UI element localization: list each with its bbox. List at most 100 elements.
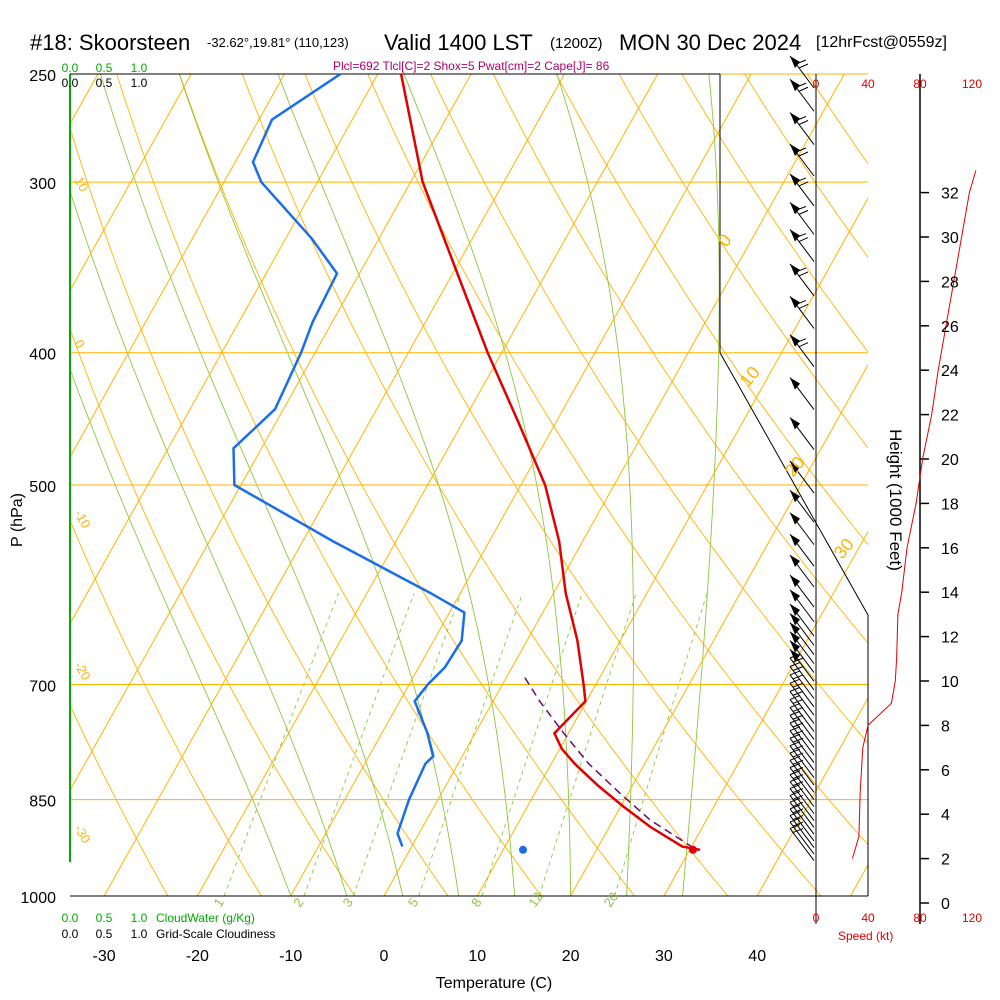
wind-barb — [789, 824, 815, 861]
moist-adiabat — [682, 74, 720, 896]
wind-barb-pennant — [790, 377, 800, 390]
dry-adiabat — [70, 126, 449, 896]
mixing-ratio-line — [614, 592, 708, 896]
speed-tick-bottom: 80 — [913, 911, 927, 925]
height-tick-label: 20 — [941, 452, 959, 469]
x-tick-label: 0 — [380, 948, 389, 965]
cloudiness-scale-top: 1.0 — [131, 76, 148, 90]
wind-barb-pennant — [790, 640, 800, 653]
wind-barb-pennant — [790, 613, 800, 626]
wind-barb-pennant — [790, 79, 800, 92]
wind-barb-feather — [798, 63, 809, 69]
wind-barb-feather — [798, 342, 809, 348]
wind-barb-pennant — [790, 173, 800, 186]
height-tick-label: 6 — [941, 763, 950, 780]
mixing-ratio-label: 1 — [211, 895, 227, 910]
wind-barb-pennant — [790, 112, 800, 125]
wind-barb — [789, 726, 815, 763]
height-tick-label: 22 — [941, 408, 959, 425]
wind-barb-feather — [792, 706, 804, 712]
wind-barb-feather — [792, 714, 804, 720]
cloudiness-scale-bottom: 1.0 — [131, 927, 148, 941]
wind-barb-feather — [792, 730, 804, 736]
station-title: #18: Skoorsteen — [30, 30, 191, 55]
mixing-ratio-line — [418, 592, 524, 896]
y-tick-label: 500 — [29, 479, 56, 496]
wind-barb-feather — [789, 817, 801, 823]
wind-barb-feather — [792, 801, 804, 807]
speed-tick-top: 80 — [913, 77, 927, 91]
wind-barb-staff — [789, 657, 815, 691]
cloudiness-label: Grid-Scale Cloudiness — [156, 927, 275, 941]
height-tick-label: 24 — [941, 363, 959, 380]
wind-barb-feather — [789, 763, 801, 768]
wind-barb — [789, 653, 815, 691]
mixing-ratio-line — [223, 592, 339, 896]
wind-barb-feather — [789, 804, 801, 810]
wind-barb-pennant — [790, 417, 800, 430]
cloud-scale-bottom: 0.0 — [62, 911, 79, 925]
wind-barb-staff — [789, 730, 815, 763]
dry-adiabat — [70, 327, 355, 896]
dry-adiabat — [555, 74, 868, 546]
dry-adiabat-label: -30 — [71, 822, 93, 846]
wind-barb — [789, 460, 815, 494]
x-tick-label: 40 — [748, 948, 766, 965]
height-tick-label: 32 — [941, 186, 959, 203]
speed-tick-top: 120 — [962, 77, 982, 91]
wind-barb-pennant — [790, 555, 800, 568]
station-coordinates: -32.62°,19.81° (110,123) — [207, 35, 349, 50]
height-tick-label: 18 — [941, 496, 959, 513]
wind-barb-feather — [795, 59, 807, 65]
wind-barb-feather — [792, 788, 804, 794]
x-tick-label: 20 — [562, 948, 580, 965]
dry-adiabat — [70, 704, 169, 896]
wind-barb-pennant — [790, 575, 800, 588]
wind-barb-pennant — [790, 263, 800, 276]
wind-barb — [789, 229, 815, 262]
speed-tick-bottom: 120 — [962, 911, 982, 925]
isotherm — [70, 74, 192, 292]
wind-barb-feather — [795, 116, 807, 121]
mixing-ratio-label: 12 — [525, 889, 546, 909]
skew-boundary — [719, 352, 869, 896]
wind-barb-pennant — [790, 589, 800, 602]
isotherm — [850, 863, 868, 896]
height-tick-label: 0 — [941, 896, 950, 913]
wind-barb-feather — [795, 205, 807, 211]
wind-barb-pennant — [790, 631, 800, 644]
y-axis-title: P (hPa) — [9, 493, 26, 547]
x-tick-label: -20 — [186, 948, 209, 965]
height-tick-label: 28 — [941, 274, 959, 291]
dry-adiabat — [618, 74, 868, 449]
wind-barb — [789, 263, 815, 297]
wind-barb-pennant — [790, 56, 800, 68]
stability-indices: Plcl=692 Tlcl[C]=2 Shox=5 Pwat[cm]=2 Cap… — [333, 59, 610, 73]
wind-barb — [789, 554, 815, 588]
wind-barb-staff — [789, 774, 815, 807]
wind-barb-feather — [789, 726, 801, 732]
wind-barb-feather — [789, 733, 801, 739]
dry-adiabat — [367, 74, 868, 846]
cloud-scale-bottom: 1.0 — [131, 911, 148, 925]
wind-barb — [789, 662, 815, 699]
wind-barb-feather — [798, 303, 809, 309]
moist-adiabat — [403, 74, 572, 896]
wind-barb-feather — [792, 682, 804, 688]
wind-barb — [789, 574, 815, 608]
forecast-info: [12hrFcst@0559z] — [816, 34, 947, 51]
wind-barb — [789, 613, 815, 646]
parcel-path — [524, 677, 693, 848]
wind-barb-feather — [789, 662, 801, 667]
height-axis-title: Height (1000 Feet) — [886, 429, 905, 571]
speed-tick-top: 0 — [813, 77, 820, 91]
wind-barb-feather — [789, 653, 801, 659]
wind-barb-feather — [792, 774, 804, 780]
wind-barb-pennant — [790, 534, 800, 547]
wind-barb-feather — [789, 770, 801, 776]
moist-adiabat — [99, 74, 404, 896]
theta-label: 20 — [781, 452, 809, 480]
wind-barb-feather — [789, 790, 801, 796]
moist-adiabat — [70, 189, 348, 896]
